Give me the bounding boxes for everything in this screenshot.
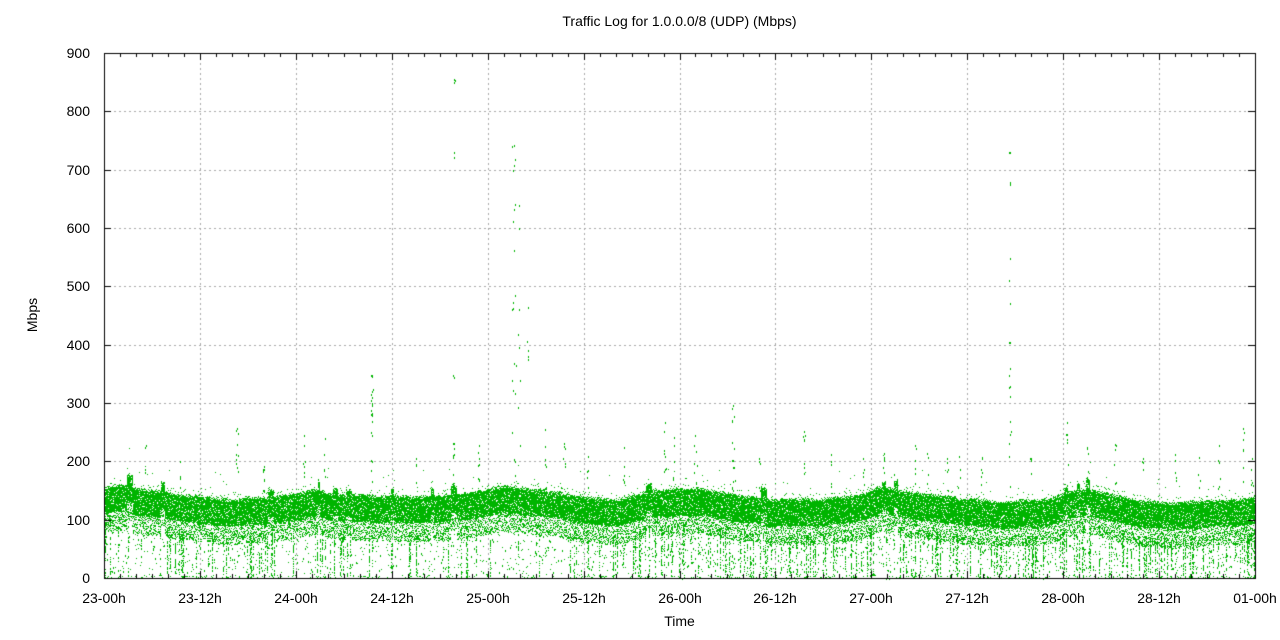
y-tick-label-700: 700 [66,162,90,178]
y-tick-label-900: 900 [66,45,90,61]
y-tick-label-500: 500 [66,278,90,294]
y-tick-label-800: 800 [66,103,90,119]
y-tick-label-300: 300 [66,395,90,411]
x-tick-label-9: 27-12h [945,590,989,606]
x-tick-label-12: 01-00h [1233,590,1277,606]
x-tick-label-11: 28-12h [1137,590,1181,606]
x-tick-label-4: 25-00h [466,590,510,606]
y-tick-label-0: 0 [82,570,90,586]
y-tick-label-200: 200 [66,453,90,469]
x-tick-label-2: 24-00h [274,590,318,606]
y-tick-label-600: 600 [66,220,90,236]
x-tick-label-6: 26-00h [658,590,702,606]
x-tick-label-0: 23-00h [82,590,126,606]
x-tick-label-10: 28-00h [1041,590,1085,606]
x-tick-label-5: 25-12h [562,590,606,606]
chart-title: Traffic Log for 1.0.0.0/8 (UDP) (Mbps) [562,13,797,29]
y-axis-label: Mbps [24,297,40,333]
x-tick-label-8: 27-00h [849,590,893,606]
y-tick-label-100: 100 [66,512,90,528]
x-tick-label-7: 26-12h [753,590,797,606]
y-tick-label-400: 400 [66,337,90,353]
x-axis-label: Time [664,613,695,629]
x-tick-label-1: 23-12h [178,590,222,606]
x-tick-label-3: 24-12h [370,590,414,606]
